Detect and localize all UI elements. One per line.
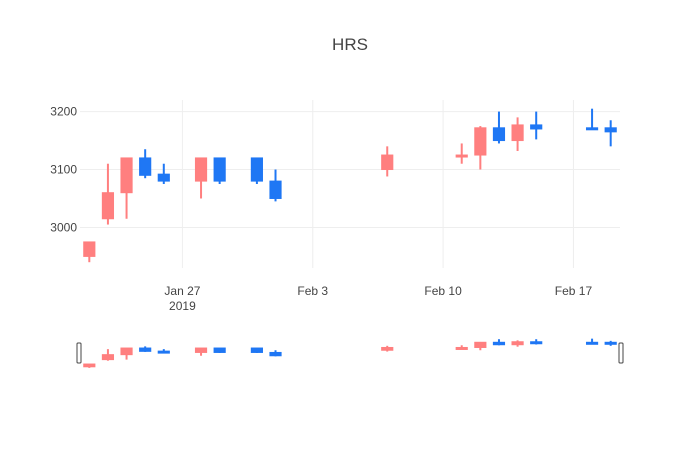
candle-mini [381,345,394,352]
candle-body [120,157,133,194]
candle-mini [120,347,133,360]
candle [474,126,487,170]
candle-mini [157,349,170,354]
candle [455,143,468,164]
chart-title: HRS [332,35,368,54]
candle-body [530,124,543,130]
candle-body [139,347,152,352]
candle-mini [604,340,617,346]
candle-mini [530,339,543,345]
candle-body [101,192,115,220]
y-tick-label: 3200 [50,105,77,119]
candle-mini [250,347,263,353]
candle-body [530,341,543,345]
candle-body [101,354,115,361]
candle-body [381,346,394,351]
candle-mini [511,340,524,347]
candle-body [455,346,468,350]
candle [213,157,226,184]
candle-body [604,341,617,345]
x-tick-sublabel: 2019 [169,299,196,313]
candle [139,149,152,179]
candle-body [492,127,506,142]
candle-body [83,241,96,257]
candle-mini [492,339,506,346]
x-tick-label: Feb 17 [555,284,593,298]
candle-mini [194,347,208,356]
x-tick-label: Feb 10 [424,284,462,298]
candle-mini [139,346,152,352]
candle-mini [455,345,468,350]
candle [157,163,170,184]
candle-body [120,347,133,356]
candle-body [474,341,487,348]
range-slider-left-handle[interactable] [76,342,82,364]
range-slider[interactable] [76,338,624,368]
candle-mini [269,350,282,357]
candle-body [511,124,524,142]
candle [194,157,208,199]
candle-body [157,350,170,354]
candle [120,157,133,219]
candle [250,157,263,184]
y-tick-label: 3100 [50,163,77,177]
candle-body [585,127,599,131]
range-slider-right-handle[interactable] [618,342,624,364]
x-tick-label: Feb 3 [297,284,328,298]
candle [530,111,543,140]
candle [83,241,96,263]
candle-mini [101,349,115,361]
candle-body [492,341,506,346]
candle-body [194,157,208,182]
candle-body [213,347,226,353]
candle [585,108,599,131]
candle-mini [474,341,487,351]
candle-mini [83,363,96,368]
candle-body [139,157,152,176]
candle-body [157,173,170,182]
candle-body [511,341,524,346]
candle-body [194,347,208,353]
candle [492,111,506,144]
candle-body [83,363,96,368]
candle-body [455,154,468,158]
candle-body [269,180,282,199]
candle [381,146,394,177]
candle [604,120,617,147]
candle [101,163,115,225]
candles-layer [83,108,617,263]
candle-body [381,154,394,171]
x-tick-label: Jan 27 [164,284,200,298]
candle-mini [213,347,226,353]
candle-body [213,157,226,182]
candle-body [250,347,263,353]
grid-layer [80,100,620,268]
candle-body [269,351,282,357]
candle-body [474,127,487,156]
candle-body [250,157,263,182]
candle [511,117,524,151]
candle-body [604,127,617,133]
y-axis: 3000 3100 3200 [50,105,77,235]
candle [269,169,282,202]
candle-body [585,341,599,345]
y-tick-label: 3000 [50,220,77,234]
candle-mini [585,338,599,345]
